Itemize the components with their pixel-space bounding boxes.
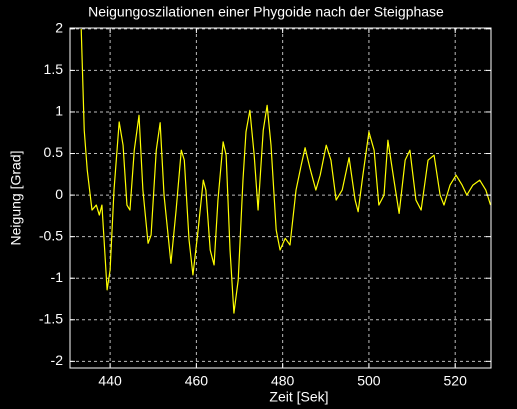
y-tick-label: -2 [51,352,64,368]
chart-title: Neigungoszilationen einer Phygoide nach … [88,4,444,20]
axes-box [69,27,492,369]
y-tick-label: 0.5 [44,144,64,160]
y-tick-label: 1.5 [44,61,64,77]
data-line [80,28,491,314]
x-axis-label: Zeit [Sek] [269,389,328,405]
y-tick-label: 2 [55,20,63,36]
x-tick-label: 500 [357,373,381,389]
y-tick-label: 0 [55,186,63,202]
x-tick-label: 520 [444,373,468,389]
x-tick-label: 480 [271,373,295,389]
y-tick-label: -1.5 [39,310,63,326]
x-tick-label: 440 [98,373,122,389]
y-tick-label: -1 [51,269,64,285]
plot-area [80,28,491,314]
grid [70,28,491,368]
x-tick-label: 460 [185,373,209,389]
y-tick-label: 1 [55,103,63,119]
y-tick-label: -0.5 [39,227,63,243]
y-axis-label: Neigung [Grad] [8,151,24,246]
